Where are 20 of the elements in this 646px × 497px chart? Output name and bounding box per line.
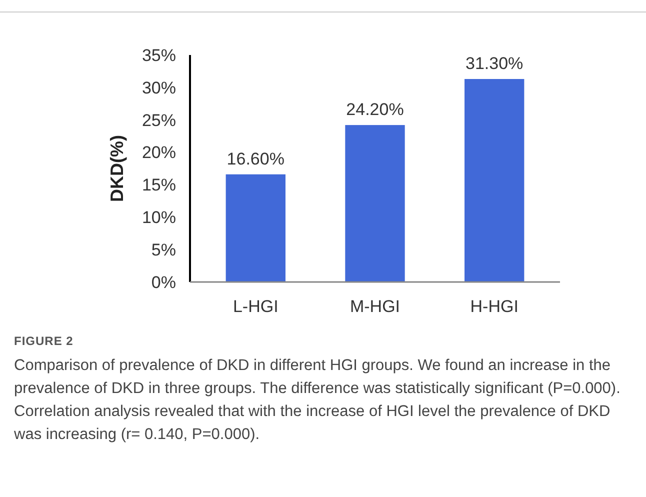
- bar: [226, 174, 286, 282]
- y-tick-label: 10%: [142, 208, 176, 228]
- y-tick-label: 35%: [142, 46, 176, 65]
- data-label: 16.60%: [226, 149, 284, 168]
- caption: FIGURE 2: [14, 334, 74, 348]
- y-tick-label: 5%: [151, 240, 176, 260]
- y-axis-title: DKD(%): [107, 135, 127, 202]
- data-label: 31.30%: [466, 54, 524, 73]
- y-tick-label: 0%: [151, 272, 176, 292]
- bar: [345, 125, 405, 282]
- y-tick-label: 15%: [142, 176, 176, 195]
- bar: [464, 78, 524, 282]
- y-tick-label: 25%: [142, 110, 176, 130]
- text: Comparison of prevalence of DKD in different HGI groups. We found an increase in the prevalence of DKD in three groups. The difference was statistically significant (P=0.000). Correlation analysis revealed that with the increase of HGI level the prevalence of DKD was increasing (r= 0.140, P=0.000).: [14, 356, 622, 445]
- x-tick-label: H-HGI: [470, 297, 518, 316]
- x-tick-label: M-HGI: [350, 297, 400, 316]
- y-tick-label: 30%: [142, 78, 176, 98]
- x-tick-label: L-HGI: [232, 297, 278, 316]
- y-tick-label: 20%: [142, 143, 176, 162]
- data-label: 24.20%: [346, 100, 404, 120]
